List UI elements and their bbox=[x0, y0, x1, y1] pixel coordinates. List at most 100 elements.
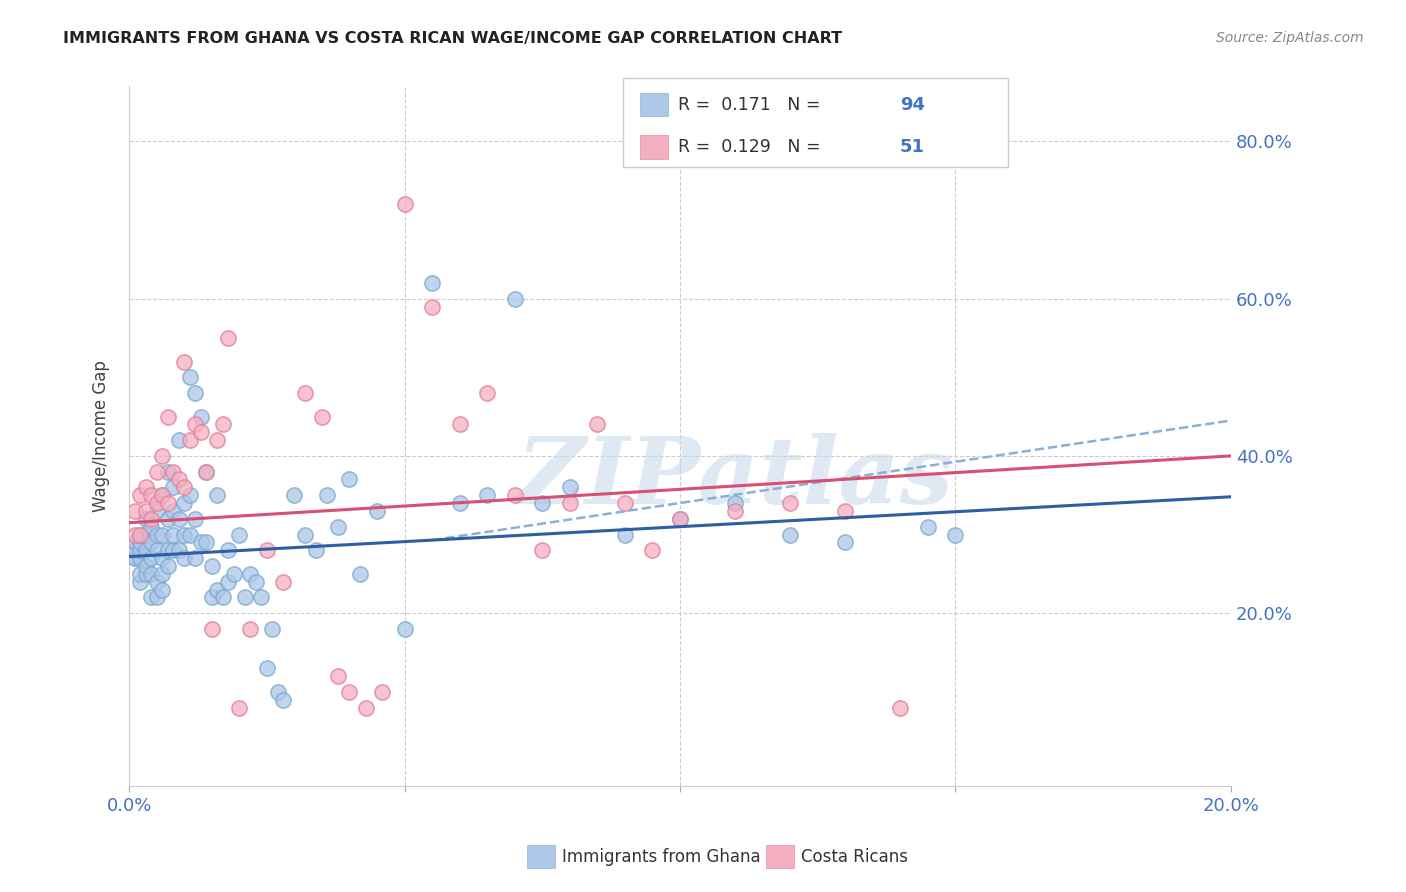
Point bbox=[294, 386, 316, 401]
Point bbox=[145, 591, 167, 605]
Point bbox=[222, 566, 245, 581]
Point bbox=[420, 300, 443, 314]
Point bbox=[394, 197, 416, 211]
Point bbox=[173, 354, 195, 368]
Point bbox=[124, 551, 146, 566]
Point bbox=[179, 370, 201, 384]
Point bbox=[349, 566, 371, 581]
Point bbox=[613, 496, 636, 510]
Point bbox=[339, 685, 361, 699]
Point bbox=[531, 543, 554, 558]
Point bbox=[135, 566, 157, 581]
Point bbox=[145, 504, 167, 518]
Point bbox=[139, 535, 162, 549]
Point bbox=[184, 551, 207, 566]
Point bbox=[173, 496, 195, 510]
Point bbox=[162, 504, 184, 518]
Point bbox=[139, 512, 162, 526]
Point bbox=[124, 535, 146, 549]
Point bbox=[156, 559, 179, 574]
Point bbox=[156, 496, 179, 510]
Point bbox=[217, 574, 239, 589]
Point bbox=[945, 527, 967, 541]
Point bbox=[328, 669, 350, 683]
Point bbox=[779, 496, 801, 510]
Point bbox=[394, 622, 416, 636]
Point bbox=[328, 519, 350, 533]
Point bbox=[201, 559, 224, 574]
Point bbox=[167, 433, 190, 447]
Point bbox=[139, 566, 162, 581]
Point bbox=[162, 527, 184, 541]
Point bbox=[167, 543, 190, 558]
Point bbox=[371, 685, 394, 699]
Point bbox=[184, 512, 207, 526]
Point bbox=[889, 700, 911, 714]
Point bbox=[779, 527, 801, 541]
Point bbox=[162, 480, 184, 494]
Point bbox=[129, 527, 152, 541]
Point bbox=[503, 292, 526, 306]
Point bbox=[145, 496, 167, 510]
Point bbox=[150, 551, 173, 566]
Point bbox=[273, 574, 295, 589]
Text: 94: 94 bbox=[900, 95, 925, 113]
Point bbox=[724, 504, 747, 518]
Point bbox=[184, 386, 207, 401]
Point bbox=[156, 465, 179, 479]
Point bbox=[366, 504, 388, 518]
Point bbox=[139, 488, 162, 502]
Point bbox=[834, 535, 856, 549]
Point bbox=[150, 582, 173, 597]
Text: Costa Ricans: Costa Ricans bbox=[801, 848, 908, 866]
Point bbox=[173, 551, 195, 566]
Point bbox=[150, 488, 173, 502]
Point bbox=[449, 496, 471, 510]
Point bbox=[724, 496, 747, 510]
Point bbox=[256, 543, 278, 558]
Point bbox=[354, 700, 377, 714]
Point bbox=[124, 551, 146, 566]
Point bbox=[531, 496, 554, 510]
Point bbox=[201, 622, 224, 636]
Point bbox=[156, 543, 179, 558]
Point bbox=[267, 685, 290, 699]
Point bbox=[205, 488, 228, 502]
Point bbox=[135, 512, 157, 526]
Point bbox=[256, 661, 278, 675]
Point bbox=[150, 566, 173, 581]
Point bbox=[124, 504, 146, 518]
Point bbox=[217, 543, 239, 558]
Point bbox=[201, 591, 224, 605]
Text: R =  0.171   N =: R = 0.171 N = bbox=[678, 95, 825, 113]
Point bbox=[211, 591, 233, 605]
Point bbox=[834, 504, 856, 518]
Text: R =  0.129   N =: R = 0.129 N = bbox=[678, 138, 825, 156]
Point bbox=[475, 386, 498, 401]
Text: Immigrants from Ghana: Immigrants from Ghana bbox=[562, 848, 761, 866]
Point bbox=[205, 582, 228, 597]
Point bbox=[613, 527, 636, 541]
Point bbox=[135, 527, 157, 541]
Point bbox=[558, 496, 581, 510]
Point bbox=[420, 276, 443, 290]
Point bbox=[233, 591, 256, 605]
Point bbox=[475, 488, 498, 502]
Point bbox=[195, 535, 218, 549]
Point bbox=[211, 417, 233, 432]
Point bbox=[150, 449, 173, 463]
Point bbox=[250, 591, 273, 605]
Point bbox=[190, 425, 212, 440]
Point bbox=[503, 488, 526, 502]
Point bbox=[586, 417, 609, 432]
Point bbox=[156, 409, 179, 424]
Point bbox=[190, 409, 212, 424]
Point bbox=[205, 433, 228, 447]
Point bbox=[305, 543, 328, 558]
Point bbox=[558, 480, 581, 494]
Point bbox=[124, 527, 146, 541]
Point bbox=[139, 551, 162, 566]
Point bbox=[135, 504, 157, 518]
Point bbox=[162, 543, 184, 558]
Point bbox=[129, 488, 152, 502]
